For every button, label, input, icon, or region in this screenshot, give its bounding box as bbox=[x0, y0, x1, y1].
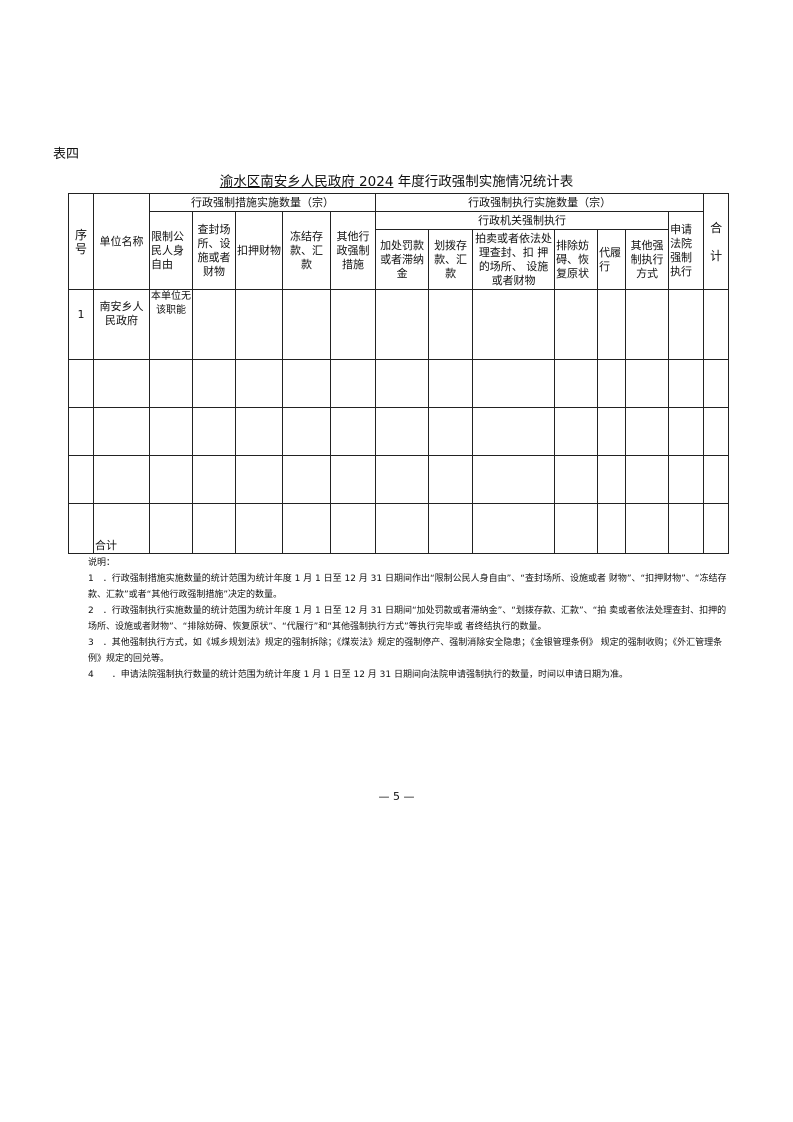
title-rest: 年度行政强制实施情况统计表 bbox=[393, 174, 574, 190]
table-row bbox=[68, 407, 730, 456]
cell-seq: 1 bbox=[68, 289, 94, 360]
header-e3: 拍卖或者依法处理查封、扣 押的场所、 设施或者财物 bbox=[472, 229, 556, 290]
header-e5: 代履行 bbox=[597, 229, 627, 290]
header-unit: 单位名称 bbox=[93, 193, 150, 290]
table-row: 1 南安乡人民政府 本单位无该职能 bbox=[68, 289, 730, 360]
note-item: 3 ．其他强制执行方式，如《城乡规划法》规定的强制拆除；《煤炭法》规定的强制停产… bbox=[88, 638, 723, 664]
statistics-table: 序号 单位名称 行政强制措施实施数量（宗） 行政强制执行实施数量（宗） 合计 限… bbox=[68, 193, 730, 554]
header-execution: 行政强制执行实施数量（宗） bbox=[375, 193, 705, 212]
total-row: 合计 bbox=[68, 503, 730, 554]
total-label: 合计 bbox=[93, 503, 150, 554]
header-e4: 排除妨碍、恢复原状 bbox=[554, 229, 599, 290]
header-e2: 划拨存款、汇款 bbox=[428, 229, 474, 290]
header-seq: 序号 bbox=[68, 193, 94, 290]
header-m3: 扣押财物 bbox=[235, 211, 283, 290]
page-title: 渝水区南安乡人民政府 2024 年度行政强制实施情况统计表 bbox=[0, 170, 793, 190]
page-content: 序号 单位名称 行政强制措施实施数量（宗） 行政强制执行实施数量（宗） 合计 限… bbox=[68, 193, 730, 683]
notes-heading: 说明： bbox=[88, 558, 116, 568]
header-m4: 冻结存款、汇 款 bbox=[282, 211, 331, 290]
header-total: 合计 bbox=[703, 193, 730, 290]
header-agency: 行政机关强制执行 bbox=[375, 211, 670, 230]
note-item: 4 ．申请法院强制执行数量的统计范围为统计年度 1 月 1 日至 12 月 31… bbox=[88, 670, 628, 680]
header-e1: 加处罚款或者滞纳金 bbox=[375, 229, 430, 290]
page-number: — 5 — bbox=[378, 790, 415, 803]
table-row bbox=[68, 455, 730, 504]
notes: 说明： 1 ．行政强制措施实施数量的统计范围为统计年度 1 月 1 日至 12 … bbox=[68, 555, 728, 683]
header-measures: 行政强制措施实施数量（宗） bbox=[148, 193, 377, 212]
header-m1: 限制公民人身自由 bbox=[149, 211, 193, 290]
cell-unit: 南安乡人民政府 bbox=[93, 289, 150, 360]
header-court: 申请法院强制执行 bbox=[668, 211, 705, 290]
header-m2: 查封场所、设 施或者财物 bbox=[192, 211, 236, 290]
header-e6: 其他强制执行方式 bbox=[625, 229, 670, 290]
note-item: 1 ．行政强制措施实施数量的统计范围为统计年度 1 月 1 日至 12 月 31… bbox=[88, 574, 727, 600]
cell-note: 本单位无该职能 bbox=[149, 289, 193, 360]
table-row bbox=[68, 359, 730, 408]
header-m5: 其他行政强制措施 bbox=[329, 211, 377, 290]
note-item: 2 ．行政强制执行实施数量的统计范围为统计年度 1 月 1 日至 12 月 31… bbox=[88, 606, 727, 632]
title-unit: 渝水区南安乡人民政府 2024 bbox=[219, 174, 394, 190]
table-label: 表四 bbox=[53, 147, 80, 162]
